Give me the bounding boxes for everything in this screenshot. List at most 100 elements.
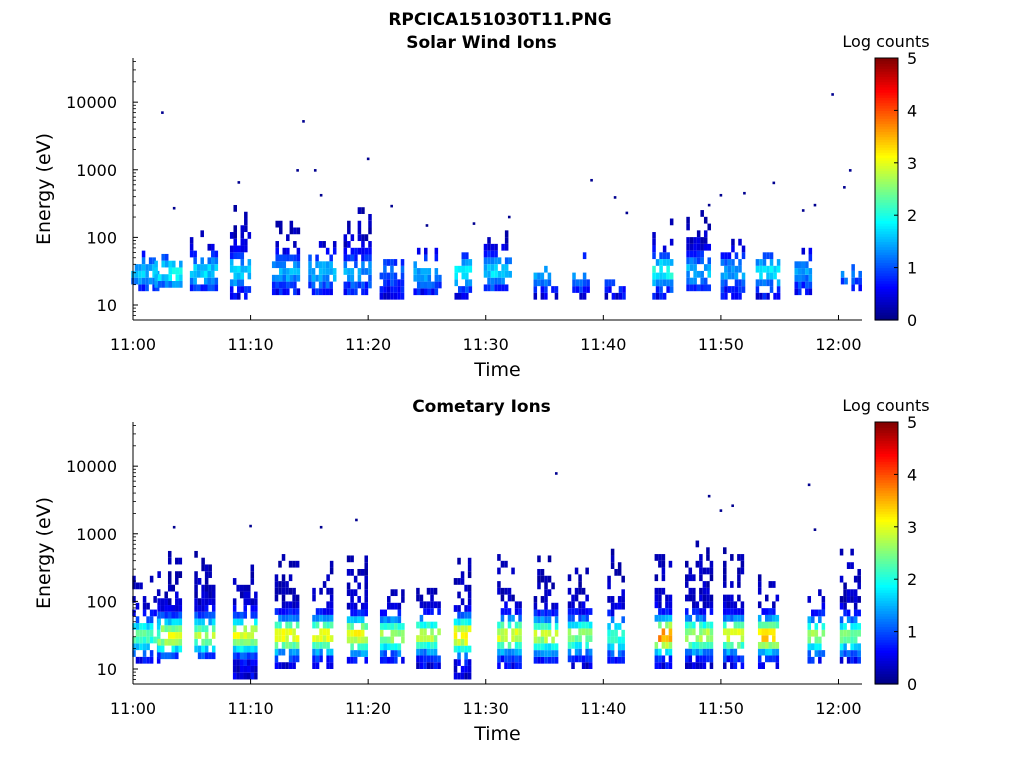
colorbar-step: [875, 183, 898, 187]
spectrogram-cell: [661, 608, 666, 615]
spectrogram-cell: [500, 560, 505, 568]
spectrogram-cell: [511, 635, 515, 642]
spectrogram-cell: [487, 277, 491, 285]
spectrogram-cell: [661, 587, 666, 595]
spectrogram-cell: [652, 265, 656, 273]
spectrogram-cell: [164, 274, 169, 281]
colorbar-step: [875, 299, 898, 303]
spectrogram-cell: [390, 643, 395, 651]
spectrogram-cell: [233, 292, 237, 300]
spectrogram-cell: [544, 292, 548, 300]
colorbar-step: [875, 209, 898, 214]
spectrogram-cell: [390, 629, 395, 637]
spectrogram-cell: [700, 270, 704, 278]
spectrogram-cell: [172, 280, 176, 288]
spectrogram-cell: [686, 250, 690, 258]
spectrogram-cell: [699, 594, 703, 602]
spectrogram-cell: [586, 279, 590, 287]
spectrogram-cell: [322, 628, 327, 636]
spectrogram-cell: [658, 648, 662, 656]
spectrogram-cell: [659, 292, 663, 300]
spectrogram-cell: [156, 589, 161, 597]
spectrogram-cell: [233, 232, 237, 239]
spectrogram-cell: [430, 628, 434, 636]
spectrogram-cell: [727, 259, 732, 266]
spectrogram-cell: [766, 292, 770, 300]
spectrogram-cell: [390, 650, 395, 657]
spectrogram-cell: [766, 279, 770, 287]
colorbar-step: [875, 477, 898, 481]
colorbar-step: [875, 285, 898, 290]
spectrogram-cell: [397, 623, 402, 630]
spectrogram-cell: [194, 605, 198, 612]
spectrogram-cell: [617, 636, 622, 644]
x-tick-label: 11:20: [345, 699, 391, 718]
colorbar-step: [875, 251, 898, 256]
spectrogram-cell: [497, 284, 502, 292]
spectrogram-cell: [551, 609, 555, 617]
spectrogram-cell: [315, 635, 320, 642]
spectrogram-cell: [292, 601, 296, 609]
spectrogram-cell: [689, 237, 694, 244]
spectrogram-cell: [658, 587, 662, 595]
isolated-point: [302, 120, 305, 123]
spectrogram-cell: [214, 264, 219, 271]
colorbar-step: [875, 621, 898, 625]
spectrogram-cell: [350, 656, 354, 664]
spectrogram-cell: [805, 268, 809, 275]
colorbar-step: [875, 233, 898, 237]
spectrogram-cell: [424, 254, 428, 262]
spectrogram-cell: [397, 650, 402, 657]
spectrogram-cell: [171, 611, 176, 619]
spectrogram-cell: [312, 662, 316, 670]
spectrogram-cell: [135, 616, 140, 624]
colorbar-step: [875, 178, 898, 182]
spectrogram-cell: [379, 272, 384, 280]
spectrogram-cell: [211, 625, 216, 633]
colorbar-step: [875, 448, 898, 452]
spectrogram-cell: [138, 284, 142, 292]
colorbar-step: [875, 181, 898, 185]
spectrogram-cell: [621, 602, 625, 610]
spectrogram-cell: [229, 286, 234, 293]
spectrogram-cell: [464, 659, 468, 666]
spectrogram-cell: [134, 264, 139, 271]
spectrogram-cell: [350, 268, 355, 275]
spectrogram-cell: [702, 594, 707, 602]
spectrogram-cell: [289, 281, 294, 289]
spectrogram-cell: [204, 584, 209, 592]
spectrogram-cell: [655, 259, 660, 266]
isolated-point: [719, 193, 723, 197]
spectrogram-cell: [695, 635, 700, 642]
spectrogram-cell: [764, 594, 769, 602]
spectrogram-cell: [465, 272, 469, 280]
spectrogram-cell: [239, 672, 244, 680]
spectrogram-cell: [610, 548, 615, 556]
spectrogram-cell: [164, 618, 168, 626]
colorbar-step: [875, 94, 898, 98]
colorbar-step: [875, 663, 898, 667]
spectrogram-cell: [730, 648, 734, 656]
spectrogram-cell: [621, 636, 625, 644]
spectrogram-cell: [211, 591, 216, 599]
spectrogram-cell: [839, 602, 844, 610]
spectrogram-cell: [768, 608, 773, 615]
spectrogram-cell: [390, 279, 394, 287]
spectrogram-cell: [467, 598, 472, 606]
spectrogram-cell: [768, 655, 773, 663]
spectrogram-cell: [167, 605, 172, 612]
spectrogram-cell: [208, 571, 212, 578]
colorbar-step: [875, 126, 898, 130]
spectrogram-cell: [244, 286, 248, 293]
spectrogram-cell: [483, 270, 488, 278]
spectrogram-cell: [296, 268, 301, 275]
spectrogram-cell: [201, 611, 205, 619]
spectrogram-cell: [360, 643, 365, 651]
spectrogram-cell: [236, 245, 241, 253]
spectrogram-cell: [772, 614, 776, 622]
spectrogram-cell: [501, 243, 505, 251]
spectrogram-cell: [232, 645, 237, 653]
spectrogram-cell: [361, 261, 365, 269]
spectrogram-cell: [149, 629, 154, 637]
spectrogram-cell: [350, 274, 355, 282]
